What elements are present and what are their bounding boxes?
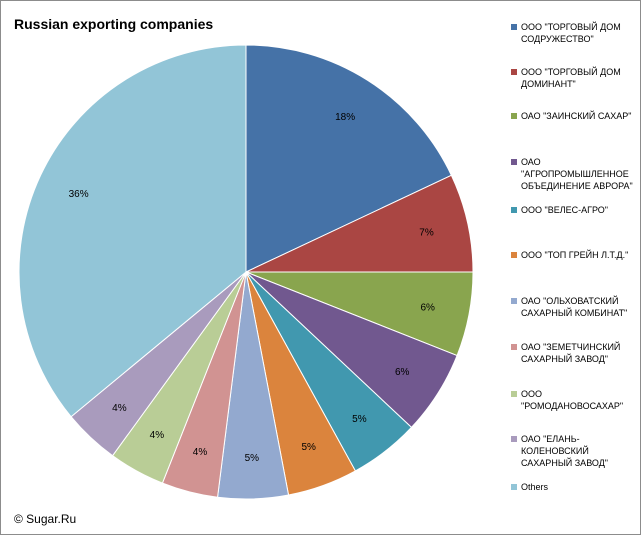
legend-swatch <box>511 159 517 165</box>
copyright-text: © Sugar.Ru <box>14 512 77 526</box>
pie-slice-1 <box>245 44 453 273</box>
legend-swatch <box>511 207 517 213</box>
legend-swatch <box>511 436 517 442</box>
legend-label: ОАО "ЗЕМЕТЧИНСКИЙ САХАРНЫЙ ЗАВОД" <box>521 342 621 364</box>
legend-label: ОАО "АГРОПРОМЫШЛЕННОЕ ОБЪЕДИНЕНИЕ АВРОРА… <box>521 157 633 191</box>
pie-value-labels: 18% 7% 6% 6% 5% 5% 5% 4% 4% 4% 36% <box>69 112 435 464</box>
legend-label: ООО "ВЕЛЕС-АГРО" <box>521 205 608 215</box>
slice-value-label-1: 18% <box>335 112 355 123</box>
legend-swatch <box>511 484 517 490</box>
chart-title: Russian exporting companies <box>14 16 214 32</box>
slice-value-label-8: 4% <box>193 447 208 458</box>
pie-slice-11 <box>18 44 247 418</box>
legend-label: ООО "ТОРГОВЫЙ ДОМ СОДРУЖЕСТВО" <box>521 22 621 44</box>
slice-value-label-5: 5% <box>352 414 367 425</box>
slice-value-label-2: 7% <box>419 228 434 239</box>
legend-swatch <box>511 344 517 350</box>
pie-chart: 18% 7% 6% 6% 5% 5% 5% 4% 4% 4% 36% <box>18 44 474 500</box>
legend-label: ООО "ТОП ГРЕЙН Л.Т.Д." <box>521 250 629 260</box>
slice-value-label-6: 5% <box>301 442 316 453</box>
legend-label: Others <box>521 482 549 492</box>
legend-swatch <box>511 24 517 30</box>
legend-label: ОАО "ЕЛАНЬ-КОЛЕНОВСКИЙ САХАРНЫЙ ЗАВОД" <box>521 434 608 468</box>
slice-value-label-3: 6% <box>420 303 435 314</box>
legend-swatch <box>511 252 517 258</box>
legend-label: ОАО "ОЛЬХОВАТСКИЙ САХАРНЫЙ КОМБИНАТ" <box>521 296 628 318</box>
slice-value-label-11: 36% <box>69 189 89 200</box>
legend-swatch <box>511 391 517 397</box>
slice-value-label-9: 4% <box>150 430 165 441</box>
slice-value-label-10: 4% <box>112 403 127 414</box>
legend-swatch <box>511 113 517 119</box>
pie-slices <box>18 44 474 500</box>
slice-value-label-4: 6% <box>395 367 410 378</box>
legend-swatch <box>511 69 517 75</box>
legend-label: ОАО "ЗАИНСКИЙ САХАР" <box>521 111 632 121</box>
legend-label: ООО "ТОРГОВЫЙ ДОМ ДОМИНАНТ" <box>521 67 621 89</box>
legend-swatch <box>511 298 517 304</box>
legend-label: ООО "РОМОДАНОВОСАХАР" <box>521 389 624 411</box>
slice-value-label-7: 5% <box>245 453 260 464</box>
